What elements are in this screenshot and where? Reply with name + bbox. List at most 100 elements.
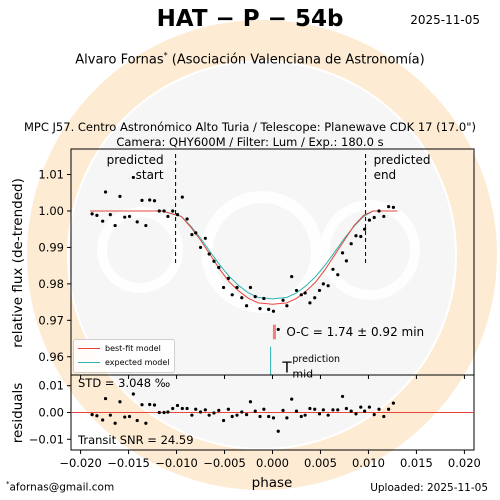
residual-point [90, 413, 94, 417]
flux-point [198, 245, 203, 250]
flux-point [262, 296, 266, 301]
residual-point [157, 410, 161, 415]
predicted-start-label-line2: start [136, 168, 164, 182]
residual-point [162, 410, 166, 415]
flux-point [127, 214, 132, 219]
residual-point [367, 405, 372, 409]
residual-point [108, 413, 112, 417]
expected-model-line [90, 210, 398, 300]
upload-date: Uploaded: 2025-11-05 [370, 482, 488, 494]
flux-point [377, 209, 381, 213]
residual-point [248, 400, 253, 404]
x-tick-label: 0.010 [352, 456, 385, 470]
y-axis-label: relative flux (de-trended) [10, 178, 26, 348]
prediction-symbol: T [281, 358, 292, 376]
residuals-axis-label: residuals [10, 382, 26, 444]
residual-point [372, 413, 376, 417]
best-fit-model-line [90, 210, 398, 305]
flux-point [281, 298, 285, 302]
author-email: *afornas@gmail.com [6, 480, 114, 494]
x-tick-label: −0.010 [155, 456, 198, 470]
flux-point [101, 219, 105, 223]
prediction-sub: mid [292, 368, 313, 381]
residual-point [103, 396, 108, 401]
main-y-tick-label: 1.00 [38, 204, 64, 218]
oc-label: O-C = 1.74 ± 0.92 min [286, 325, 424, 339]
flux-point [108, 213, 112, 217]
residual-point [207, 413, 211, 417]
residual-point [118, 400, 122, 404]
main-x-ticks [80, 375, 465, 379]
residual-point [203, 408, 207, 412]
watermark-ring [27, 20, 497, 490]
flux-point [387, 204, 391, 209]
residual-point [344, 406, 348, 411]
residual-point [144, 421, 148, 425]
main-y-tick-label: 1.01 [38, 168, 64, 182]
residual-point [190, 413, 194, 417]
main-y-ticks: 0.96 0.97 0.98 0.99 1.00 1.01 [38, 168, 71, 364]
residual-point [95, 414, 99, 418]
page-title: HAT − P − 54b [156, 6, 344, 32]
residual-point [349, 409, 353, 413]
residual-point [198, 410, 203, 414]
flux-point [354, 234, 358, 238]
flux-point [340, 251, 345, 255]
residual-point [391, 401, 395, 405]
residual-point [180, 406, 184, 411]
flux-point [271, 309, 276, 313]
prediction-label: T [281, 358, 292, 376]
residual-point [281, 408, 285, 412]
residual-point [123, 415, 127, 419]
flux-point [244, 304, 249, 308]
flux-point [207, 252, 211, 256]
residual-y-tick-label: −0.01 [29, 432, 64, 446]
residual-point [175, 403, 180, 408]
residual-point [331, 408, 335, 412]
x-tick-label: 0.005 [304, 456, 337, 470]
flux-point [391, 205, 395, 209]
flux-point [203, 236, 207, 240]
residual-point [166, 410, 170, 414]
watermark-logo-e [97, 207, 183, 293]
main-y-tick-label: 0.98 [38, 277, 64, 291]
flux-point [303, 291, 307, 295]
residual-point [140, 403, 144, 407]
residual-point [235, 413, 239, 417]
main-y-tick-label: 0.96 [38, 350, 64, 364]
flux-point [140, 198, 144, 202]
residuals-panel: −0.01 0.00 0.01 −0.020 −0.015 −0.010 −0.005 0.… [29, 374, 481, 470]
snr-label: Transit SNR = 24.59 [77, 433, 194, 447]
watermark-logo-o [201, 191, 323, 313]
flux-point [217, 265, 221, 270]
residual-point [253, 409, 257, 413]
camera-line: Camera: QHY600M / Filter: Lum / Exp.: 18… [116, 135, 384, 149]
flux-point [185, 217, 189, 221]
legend-item-expected: expected model [78, 358, 170, 367]
residual-point [240, 410, 244, 414]
flux-point [367, 218, 372, 222]
residual-point [185, 406, 189, 411]
residual-point [326, 413, 330, 417]
std-label: STD = 3.048 ‰ [78, 376, 170, 390]
flux-point [230, 293, 234, 297]
residual-point [382, 414, 386, 419]
residual-point [285, 416, 289, 420]
predicted-start-label-line1: predicted [107, 153, 164, 167]
flux-point [166, 214, 170, 219]
residual-point [336, 408, 340, 412]
residual-data-points [90, 392, 395, 433]
observatory-line: MPC J57. Centro Astronómico Alto Turia /… [24, 120, 476, 134]
residual-point [171, 406, 175, 411]
flux-point [235, 285, 239, 290]
flux-point [363, 227, 367, 231]
residual-point [258, 414, 262, 419]
flux-point [253, 295, 257, 299]
flux-point [313, 296, 317, 300]
main-y-tick-label: 0.97 [38, 313, 64, 327]
flux-point [152, 199, 157, 203]
flux-point [194, 231, 198, 235]
flux-point [221, 285, 226, 290]
flux-data-points [90, 175, 395, 332]
flux-point [308, 301, 312, 305]
